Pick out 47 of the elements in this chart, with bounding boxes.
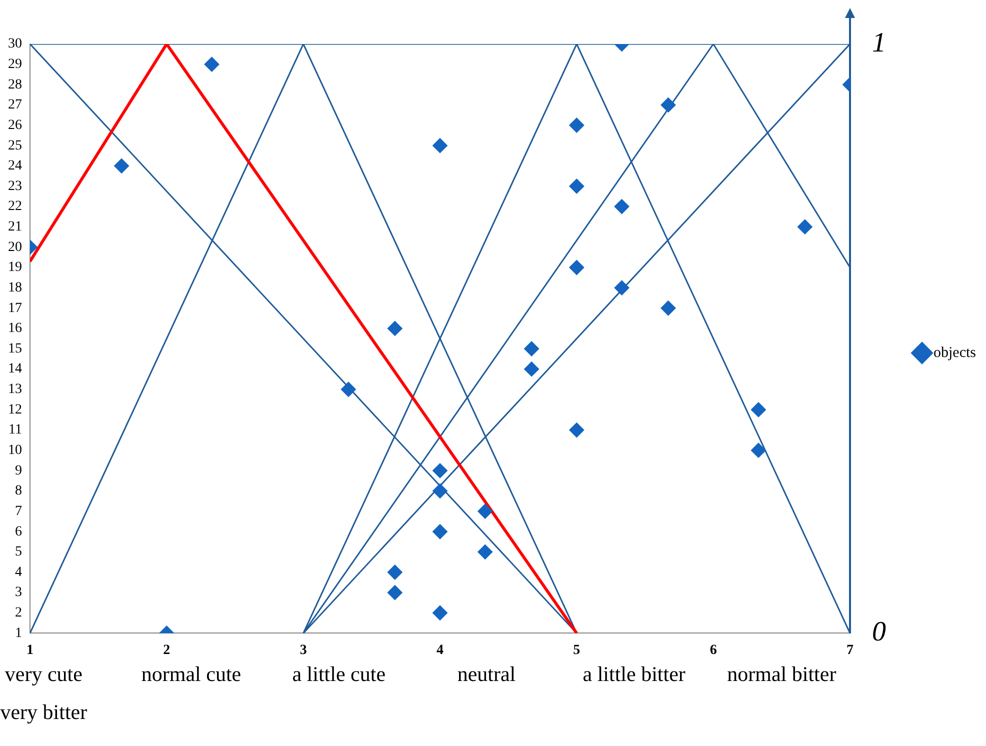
y-tick-label: 20 bbox=[8, 240, 22, 255]
y-tick-label: 8 bbox=[15, 484, 22, 499]
y-tick-label: 16 bbox=[8, 321, 22, 336]
y-tick-label: 3 bbox=[15, 585, 22, 600]
text: very cute bbox=[4, 662, 82, 686]
y-tick-label: 1 bbox=[15, 626, 22, 641]
x-tick-label: 4 bbox=[436, 643, 444, 658]
y-tick-label: 23 bbox=[8, 178, 22, 194]
x-tick-label: 2 bbox=[163, 643, 170, 658]
text: normal cute bbox=[141, 662, 242, 686]
y-tick-label: 12 bbox=[8, 402, 22, 418]
x-tick-label: 1 bbox=[26, 643, 34, 658]
y-tick-label: 15 bbox=[8, 341, 22, 356]
y-tick-label: 4 bbox=[15, 564, 22, 580]
y-tick-label: 17 bbox=[8, 300, 22, 316]
y2-tick-label: 0 bbox=[872, 616, 886, 648]
y-tick-label: 26 bbox=[8, 118, 22, 133]
y-tick-label: 2 bbox=[15, 606, 22, 621]
y2-tick-label: 1 bbox=[872, 27, 886, 58]
y-tick-label: 28 bbox=[8, 77, 22, 92]
y-tick-label: 9 bbox=[15, 463, 22, 478]
y-tick-label: 30 bbox=[8, 36, 22, 52]
y-tick-label: 27 bbox=[8, 98, 22, 113]
y-tick-label: 11 bbox=[8, 422, 22, 438]
y-tick-label: 18 bbox=[8, 280, 22, 296]
y-tick-label: 7 bbox=[15, 504, 22, 519]
text: neutral bbox=[457, 662, 516, 686]
y-tick-label: 29 bbox=[8, 56, 22, 72]
x-tick-label: 3 bbox=[300, 643, 307, 658]
y-tick-label: 19 bbox=[8, 260, 22, 276]
y-tick-label: 25 bbox=[8, 138, 22, 154]
text: a little cute bbox=[292, 662, 386, 686]
x-tick-label: 6 bbox=[710, 643, 717, 658]
legend-label: objects bbox=[934, 344, 976, 361]
text: very bitter bbox=[0, 700, 88, 724]
y-tick-label: 14 bbox=[8, 362, 22, 377]
y-tick-label: 24 bbox=[8, 158, 22, 174]
text: normal bitter bbox=[727, 662, 836, 686]
x-tick-label: 7 bbox=[846, 643, 854, 658]
y-tick-label: 6 bbox=[15, 524, 22, 540]
y-tick-label: 10 bbox=[8, 443, 22, 458]
x-tick-label: 5 bbox=[573, 643, 580, 658]
y-tick-label: 21 bbox=[8, 220, 22, 235]
text: a little bitter bbox=[582, 662, 686, 686]
y-tick-label: 13 bbox=[8, 382, 22, 398]
y-tick-label: 5 bbox=[15, 544, 22, 560]
y-tick-label: 22 bbox=[8, 199, 22, 214]
